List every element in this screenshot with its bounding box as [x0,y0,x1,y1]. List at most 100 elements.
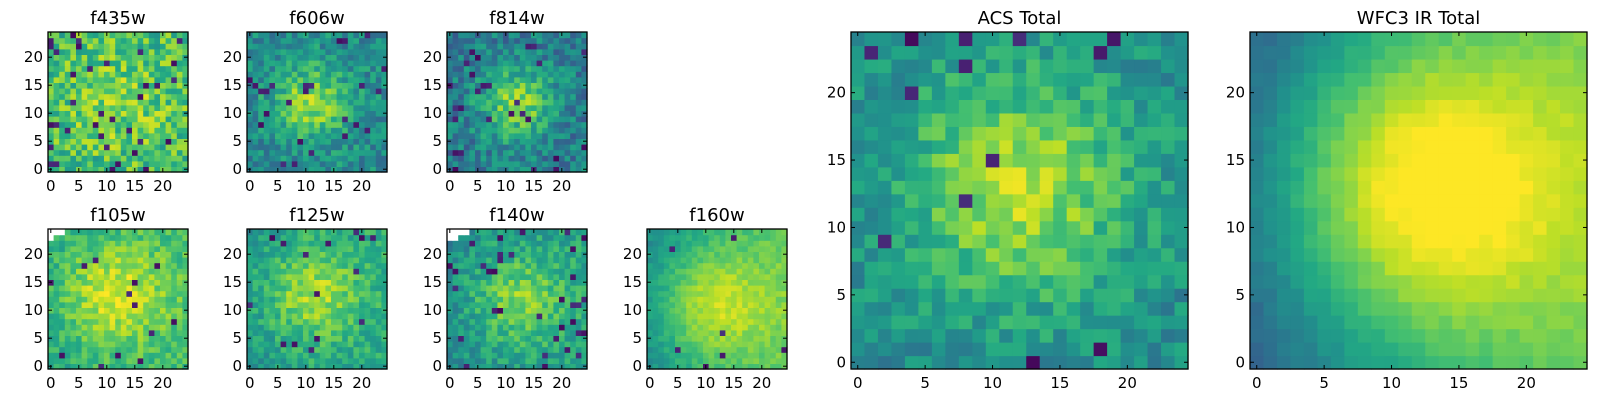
heatmap-cell [154,54,161,61]
heatmap-cell [519,71,526,78]
heatmap-cell [104,144,111,151]
heatmap-cell [81,307,88,314]
heatmap-cell [64,234,71,241]
heatmap-cell [564,37,571,44]
heatmap-cell [342,346,349,353]
heatmap-cell [76,262,83,269]
heatmap-cell [1093,207,1108,222]
heatmap-cell [120,65,127,72]
heatmap-cell [48,99,55,106]
heatmap-cell [143,32,150,39]
heatmap-cell [742,357,749,364]
heatmap-cell [1161,315,1176,330]
heatmap-cell [132,318,139,325]
heatmap-cell [165,76,172,83]
heatmap-cell [514,279,521,286]
heatmap-cell [64,290,71,297]
heatmap-cell [165,60,172,67]
heatmap-cell [547,229,554,236]
heatmap-cell [1039,274,1054,289]
heatmap-cell [247,71,254,78]
heatmap-cell [691,268,698,275]
heatmap-cell [132,234,139,241]
heatmap-cell [353,273,360,280]
heatmap-cell [480,273,487,280]
heatmap-cell [658,363,665,370]
heatmap-cell [331,110,338,117]
heatmap-cell [109,127,116,134]
heatmap-cell [258,245,265,252]
heatmap-cell [553,273,560,280]
heatmap-cell [469,138,476,145]
heatmap-cell [70,116,77,123]
heatmap-cell [647,262,654,269]
heatmap-cell [359,54,366,61]
heatmap-cell [252,313,259,320]
heatmap-cell [531,132,538,139]
heatmap-cell [570,104,577,111]
heatmap-cell [98,307,105,314]
heatmap-cell [347,245,354,252]
heatmap-cell [76,110,83,117]
heatmap-cell [497,82,504,89]
heatmap-cell [132,324,139,331]
heatmap-cell [291,110,298,117]
heatmap-cell [375,279,382,286]
heatmap-cell [985,355,1000,370]
heatmap-cell [480,329,487,336]
heatmap-cell [1026,288,1041,303]
heatmap-cell [463,60,470,67]
heatmap-cell [64,166,71,173]
heatmap-cell [120,273,127,280]
heatmap-cell [486,268,493,275]
heatmap-cell [764,296,771,303]
heatmap-cell [647,296,654,303]
heatmap-cell [714,290,721,297]
heatmap-cell [536,313,543,320]
heatmap-cell [742,273,749,280]
heatmap-cell [59,65,66,72]
heatmap-cell [347,273,354,280]
heatmap-cell [314,229,321,236]
heatmap-cell [81,54,88,61]
heatmap-cell [877,234,893,249]
heatmap-cell [342,166,349,173]
heatmap-cell [1093,193,1108,208]
heatmap-cell [570,99,577,106]
heatmap-cell [53,144,60,151]
heatmap-cell [331,76,338,83]
heatmap-cell [64,82,71,89]
heatmap-cell [263,363,270,370]
heatmap-cell [87,341,94,348]
heatmap-cell [972,234,987,249]
heatmap-cell [154,335,161,342]
heatmap-cell [70,99,77,106]
heatmap-cell [575,273,582,280]
heatmap-cell [514,138,521,145]
heatmap-cell [165,110,172,117]
heatmap-cell [154,76,161,83]
heatmap-cell [81,363,88,370]
heatmap-cell [275,273,282,280]
heatmap-cell [536,155,543,162]
heatmap-cell [364,268,371,275]
heatmap-cell [364,285,371,292]
heatmap-cell [154,43,161,50]
heatmap-cell [652,279,659,286]
heatmap-cell [775,324,782,331]
heatmap-cell [137,43,144,50]
heatmap-cell [1161,261,1176,276]
heatmap-cell [581,245,588,252]
heatmap-cell [1080,301,1095,316]
heatmap-cell [452,357,459,364]
heatmap-cell [137,329,144,336]
heatmap-cell [458,352,465,359]
heatmap-cell [851,355,866,370]
heatmap-cell [452,121,459,128]
heatmap-cell [303,60,310,67]
heatmap-cell [303,104,310,111]
heatmap-cell [263,155,270,162]
heatmap-cell [452,65,459,72]
heatmap-cell [263,257,270,264]
heatmap-cell [319,363,326,370]
